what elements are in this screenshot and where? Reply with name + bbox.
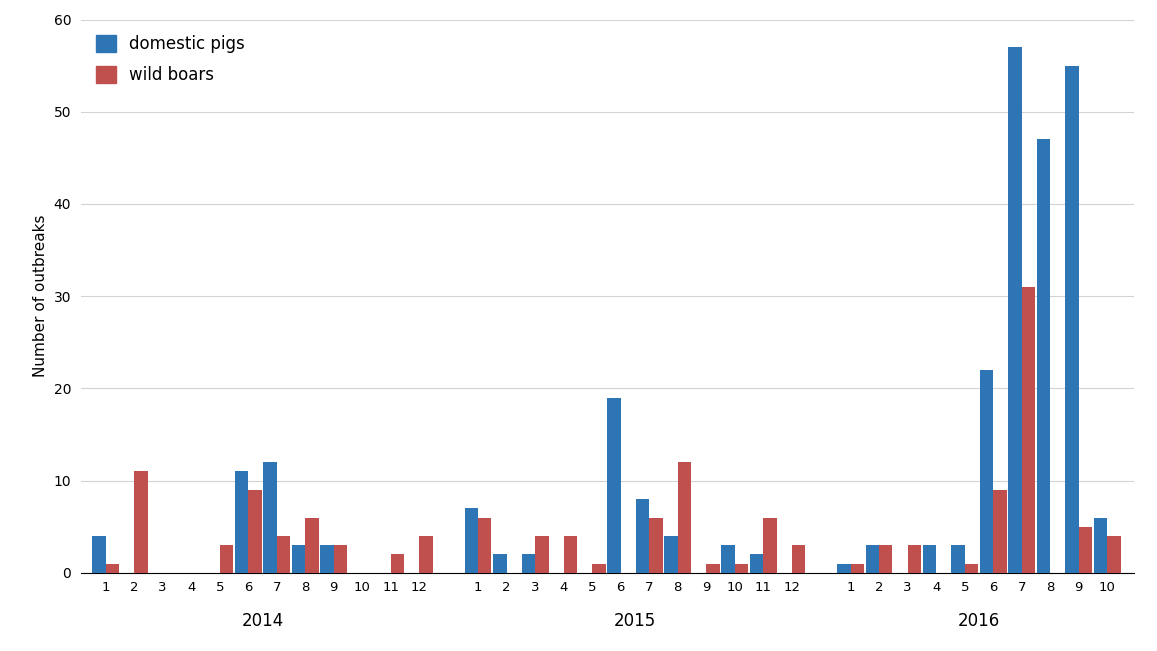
Bar (764, 518, 776, 573)
Text: 2014: 2014 (242, 612, 283, 630)
Bar (333, 546, 347, 573)
Bar (951, 546, 965, 573)
Bar (706, 564, 720, 573)
Bar (134, 471, 147, 573)
Bar (1107, 536, 1121, 573)
Bar (563, 536, 577, 573)
Bar (678, 462, 691, 573)
Bar (865, 546, 879, 573)
Bar (93, 536, 105, 573)
Bar (1022, 287, 1036, 573)
Bar (649, 518, 663, 573)
Bar (536, 536, 548, 573)
Bar (235, 471, 249, 573)
Bar (419, 536, 433, 573)
Bar (277, 536, 290, 573)
Bar (908, 546, 921, 573)
Bar (249, 490, 261, 573)
Bar (722, 546, 735, 573)
Bar (220, 546, 233, 573)
Bar (320, 546, 333, 573)
Bar (965, 564, 978, 573)
Bar (980, 370, 993, 573)
Bar (592, 564, 605, 573)
Bar (850, 564, 864, 573)
Bar (750, 555, 764, 573)
Bar (791, 546, 805, 573)
Bar (493, 555, 507, 573)
Bar (838, 564, 850, 573)
Bar (1037, 139, 1051, 573)
Bar (478, 518, 492, 573)
Y-axis label: Number of outbreaks: Number of outbreaks (34, 215, 49, 378)
Bar (923, 546, 936, 573)
Text: 2016: 2016 (958, 612, 1000, 630)
Bar (522, 555, 536, 573)
Bar (391, 555, 404, 573)
Bar (1095, 518, 1107, 573)
Bar (879, 546, 892, 573)
Bar (1009, 48, 1022, 573)
Bar (664, 536, 678, 573)
Legend: domestic pigs, wild boars: domestic pigs, wild boars (89, 28, 252, 91)
Bar (607, 398, 620, 573)
Bar (305, 518, 318, 573)
Bar (1078, 527, 1092, 573)
Bar (636, 499, 649, 573)
Bar (1066, 66, 1078, 573)
Bar (264, 462, 277, 573)
Bar (993, 490, 1007, 573)
Bar (292, 546, 305, 573)
Bar (465, 508, 478, 573)
Bar (735, 564, 749, 573)
Bar (105, 564, 119, 573)
Text: 2015: 2015 (614, 612, 656, 630)
